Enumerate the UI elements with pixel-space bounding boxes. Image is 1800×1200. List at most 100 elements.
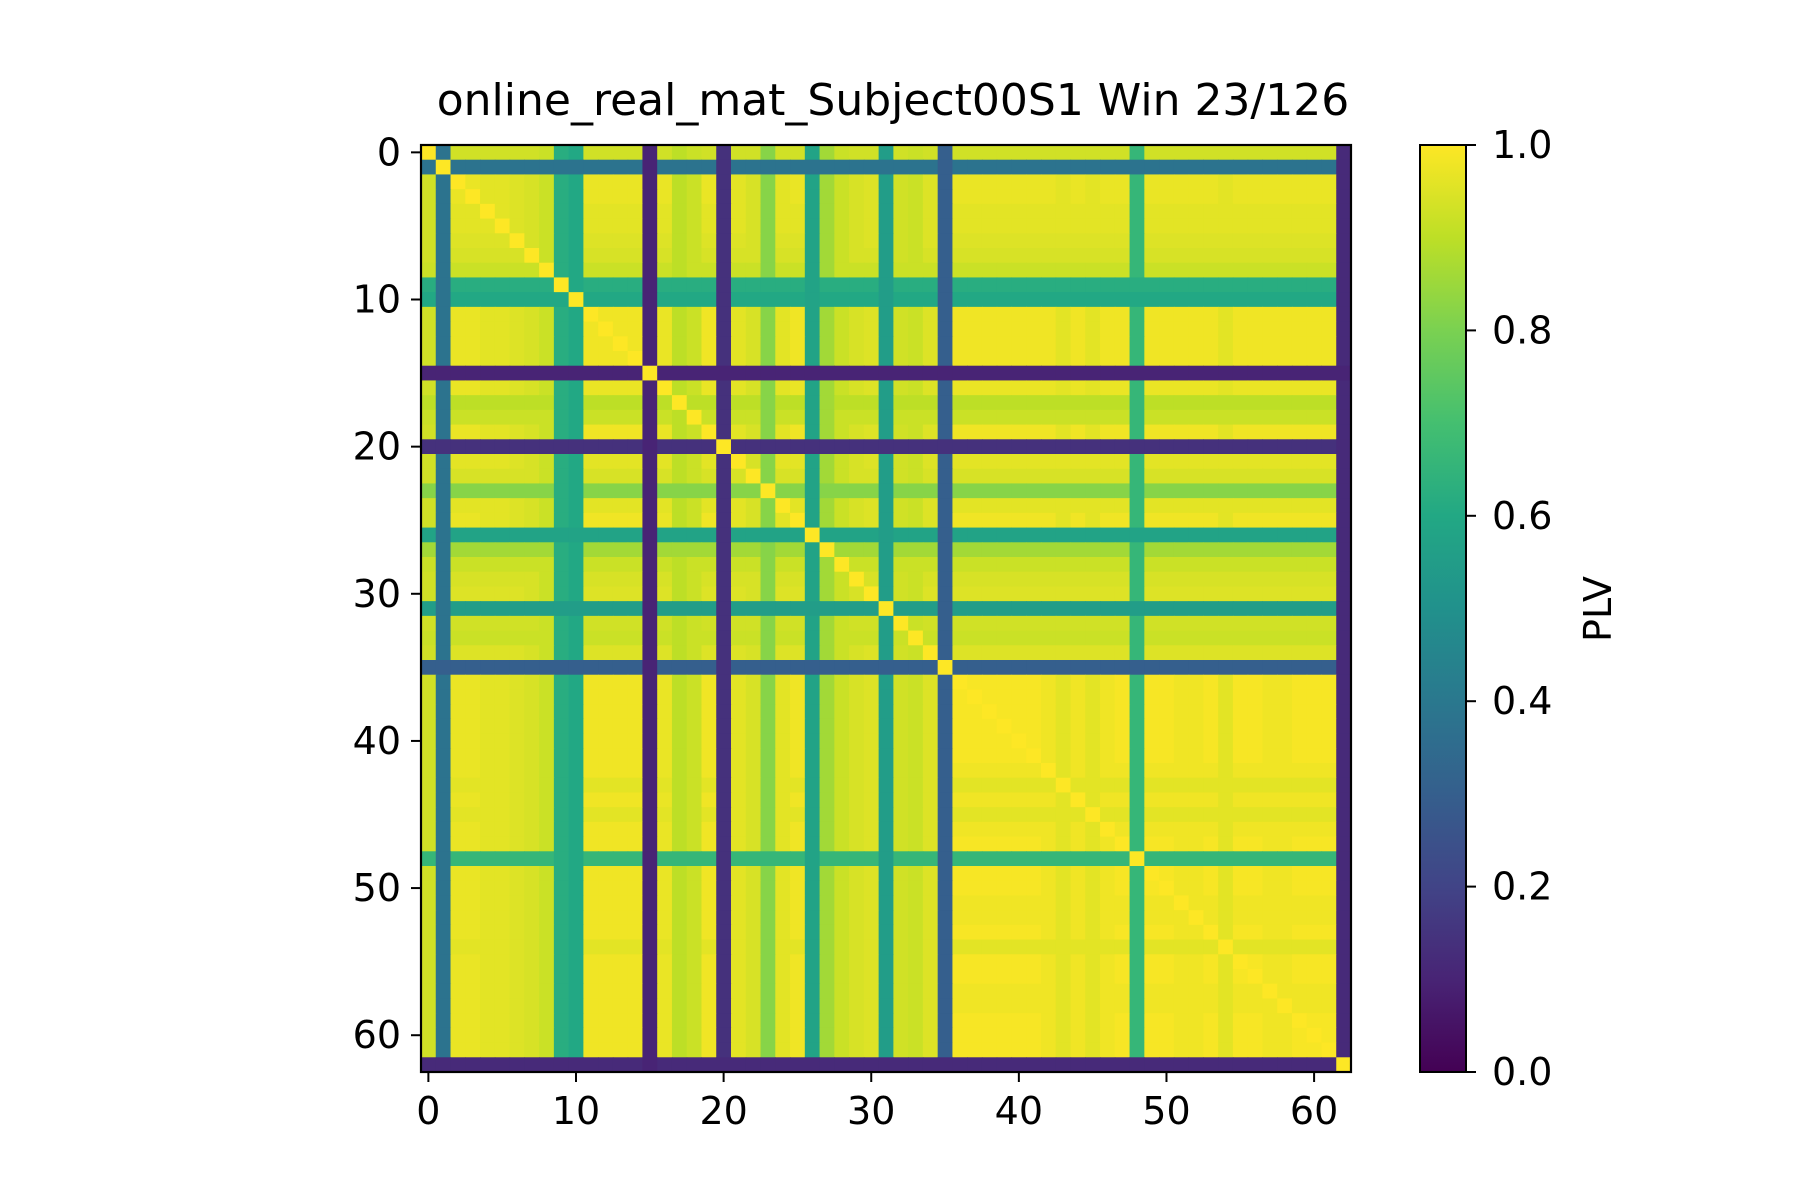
heatmap-cell — [1218, 807, 1234, 823]
heatmap-cell — [790, 365, 806, 382]
heatmap-cell — [1026, 763, 1042, 779]
heatmap-cell — [952, 218, 968, 234]
heatmap-cell — [1306, 277, 1323, 293]
heatmap-cell — [583, 718, 599, 735]
heatmap-cell — [819, 233, 835, 249]
heatmap-cell — [937, 689, 954, 705]
heatmap-cell — [1247, 763, 1264, 779]
heatmap-cell — [465, 498, 481, 514]
heatmap-cell — [612, 866, 629, 882]
heatmap-cell — [834, 895, 850, 911]
heatmap-cell — [539, 792, 555, 808]
heatmap-cell — [435, 660, 452, 676]
heatmap-cell — [893, 777, 909, 794]
heatmap-cell — [996, 748, 1013, 764]
heatmap-cell — [1262, 1042, 1278, 1058]
heatmap-cell — [671, 939, 688, 955]
heatmap-cell — [1026, 380, 1042, 396]
heatmap-cell — [745, 571, 762, 588]
heatmap-cell — [1100, 557, 1116, 573]
heatmap-cell — [642, 748, 658, 764]
heatmap-cell — [583, 527, 599, 543]
heatmap-cell — [598, 586, 614, 602]
heatmap-cell — [922, 601, 939, 617]
heatmap-cell — [686, 748, 703, 764]
heatmap-cell — [1291, 733, 1308, 749]
heatmap-cell — [686, 365, 703, 382]
heatmap-cell — [598, 821, 614, 838]
heatmap-cell — [804, 792, 821, 808]
heatmap-cell — [878, 203, 894, 220]
heatmap-cell — [1041, 336, 1057, 352]
heatmap-cell — [996, 1042, 1013, 1058]
heatmap-cell — [1055, 866, 1072, 882]
heatmap-cell — [553, 615, 570, 632]
heatmap-cell — [598, 468, 614, 485]
heatmap-cell — [509, 512, 525, 529]
heatmap-cell — [686, 1042, 703, 1058]
heatmap-cell — [1011, 733, 1027, 749]
heatmap-cell — [1085, 821, 1101, 838]
heatmap-cell — [1232, 498, 1249, 514]
heatmap-cell — [878, 674, 894, 691]
heatmap-cell — [480, 424, 496, 440]
heatmap-cell — [981, 895, 998, 911]
heatmap-cell — [760, 277, 776, 293]
heatmap-cell — [1144, 1013, 1160, 1029]
heatmap-cell — [1336, 380, 1352, 396]
heatmap-cell — [1144, 292, 1160, 308]
heatmap-cell — [1321, 924, 1337, 941]
heatmap-cell — [760, 409, 776, 426]
heatmap-cell — [450, 836, 466, 852]
heatmap-cell — [480, 792, 496, 808]
heatmap-cell — [642, 424, 658, 440]
heatmap-cell — [731, 733, 747, 749]
heatmap-cell — [1291, 557, 1308, 573]
heatmap-cell — [1336, 542, 1352, 558]
heatmap-cell — [1041, 910, 1057, 926]
heatmap-cell — [952, 336, 968, 352]
heatmap-cell — [908, 483, 924, 499]
heatmap-cell — [1262, 733, 1278, 749]
heatmap-cell — [834, 527, 850, 543]
heatmap-cell — [1159, 380, 1175, 396]
heatmap-cell — [849, 571, 865, 588]
heatmap-cell — [1321, 836, 1337, 852]
heatmap-cell — [908, 145, 924, 161]
heatmap-cell — [524, 954, 540, 970]
heatmap-cell — [1129, 615, 1145, 632]
heatmap-cell — [1232, 645, 1249, 661]
heatmap-cell — [1144, 866, 1160, 882]
heatmap-cell — [1306, 954, 1323, 970]
heatmap-cell — [967, 1042, 983, 1058]
heatmap-cell — [465, 424, 481, 440]
heatmap-cell — [701, 306, 717, 323]
heatmap-cell — [834, 866, 850, 882]
heatmap-cell — [1277, 277, 1293, 293]
heatmap-cell — [435, 910, 452, 926]
heatmap-cell — [908, 836, 924, 852]
heatmap-cell — [1159, 895, 1175, 911]
heatmap-cell — [568, 851, 584, 867]
heatmap-cell — [967, 557, 983, 573]
heatmap-cell — [1070, 571, 1086, 588]
heatmap-cell — [1114, 660, 1131, 676]
heatmap-cell — [893, 910, 909, 926]
heatmap-cell — [731, 145, 747, 161]
heatmap-cell — [967, 159, 983, 176]
heatmap-cell — [642, 218, 658, 234]
heatmap-cell — [790, 630, 806, 646]
heatmap-cell — [745, 557, 762, 573]
heatmap-cell — [1336, 924, 1352, 941]
heatmap-cell — [686, 233, 703, 249]
heatmap-cell — [524, 203, 540, 220]
heatmap-cell — [716, 409, 732, 426]
heatmap-cell — [657, 439, 673, 455]
heatmap-cell — [1321, 321, 1337, 337]
heatmap-cell — [1159, 571, 1175, 588]
heatmap-cell — [1188, 851, 1204, 867]
heatmap-cell — [1203, 763, 1219, 779]
heatmap-cell — [1070, 586, 1086, 602]
heatmap-cell — [908, 674, 924, 691]
heatmap-cell — [1100, 189, 1116, 205]
